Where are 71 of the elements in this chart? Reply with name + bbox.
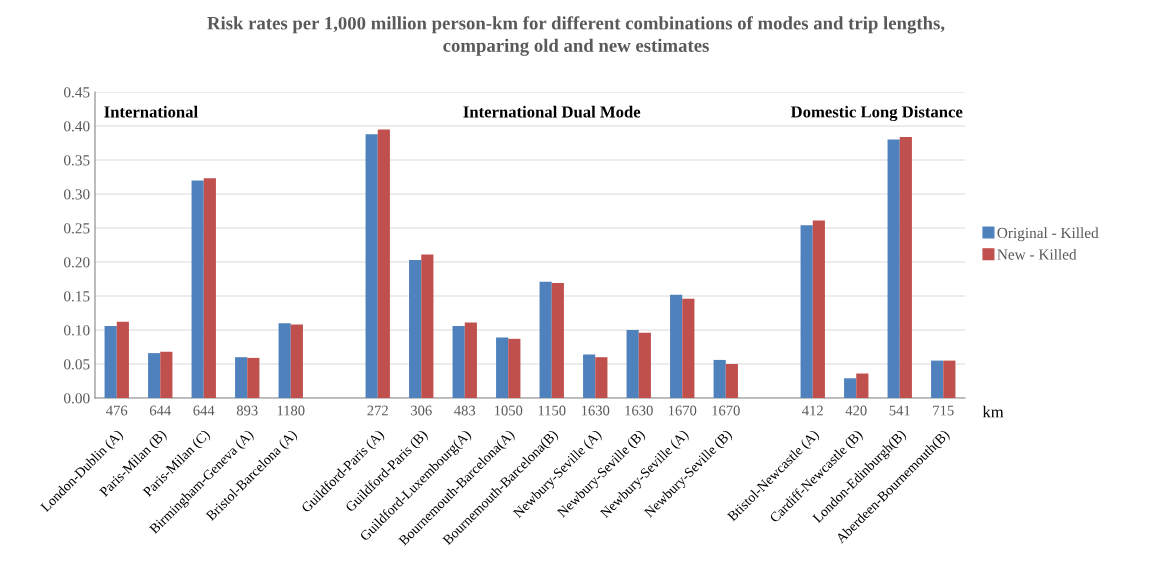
text: 1630: [625, 405, 653, 416]
bar: [725, 364, 738, 398]
bar: [713, 359, 726, 398]
bar: [931, 360, 944, 398]
bar: [887, 139, 900, 398]
bar: [365, 134, 378, 398]
text: 483: [454, 405, 476, 416]
text: 541: [889, 405, 910, 416]
chart-title: Risk rates per 1,000 million person-km for different combinations of modes and trip lengths, comparing old and new estimates: [207, 16, 945, 56]
bar: [626, 330, 639, 398]
text: km: [982, 405, 1004, 418]
text: 644: [193, 405, 215, 416]
bar: [844, 378, 857, 398]
text: 1180: [277, 405, 305, 416]
y-tick-label: 0.40: [63, 121, 90, 132]
text: 1670: [712, 405, 740, 416]
bar: [899, 136, 912, 398]
bar: [496, 337, 509, 398]
text: 893: [236, 405, 258, 416]
legend-label: New - Killed: [997, 248, 1077, 260]
text: 644: [149, 405, 171, 416]
annotation: Domestic Long Distance: [790, 105, 963, 122]
y-tick-label: 0.00: [63, 393, 90, 404]
y-tick-label: 0.15: [63, 291, 90, 302]
bar: [800, 225, 813, 398]
bar: [278, 323, 291, 398]
bar: [191, 180, 204, 398]
bar: [943, 360, 956, 398]
bar: [148, 353, 161, 398]
bar: [638, 332, 651, 398]
text: 1150: [538, 405, 566, 416]
bar: [595, 357, 608, 398]
text: 306: [411, 405, 432, 416]
y-tick-label: 0.20: [63, 257, 90, 268]
y-tick-label: 0.05: [63, 359, 90, 370]
bar: [452, 325, 465, 398]
bar: [464, 322, 477, 398]
bar: [551, 283, 564, 398]
bar: [116, 321, 129, 398]
bar: [539, 281, 552, 398]
y-tick-label: 0.10: [63, 325, 90, 336]
y-tick-label: 0.45: [63, 87, 90, 98]
text: 272: [367, 405, 388, 416]
y-tick-label: 0.30: [63, 189, 90, 200]
text: 1670: [668, 405, 697, 416]
y-tick-label: 0.35: [63, 155, 90, 166]
text: 1630: [581, 405, 610, 416]
bar: [290, 324, 303, 398]
bar: [856, 373, 869, 398]
bar: [812, 220, 825, 398]
text: 420: [845, 405, 867, 416]
bar: [203, 178, 216, 398]
bar: [670, 294, 683, 398]
text: 1050: [494, 405, 523, 416]
bar: [235, 357, 248, 398]
text: 715: [933, 405, 954, 416]
bar: [508, 338, 521, 398]
bar: [583, 354, 596, 398]
bar: [104, 325, 117, 398]
bar: [377, 129, 390, 398]
bar: [682, 298, 695, 398]
legend-label: Original - Killed: [997, 227, 1099, 242]
y-tick-label: 0.25: [63, 223, 90, 234]
annotation: International: [104, 105, 198, 118]
text: 412: [802, 405, 823, 416]
bar: [160, 351, 173, 398]
bar: [409, 259, 422, 398]
bar: [421, 254, 434, 398]
text: 476: [106, 405, 128, 416]
bar: [247, 357, 260, 398]
annotation: International Dual Mode: [463, 105, 641, 118]
